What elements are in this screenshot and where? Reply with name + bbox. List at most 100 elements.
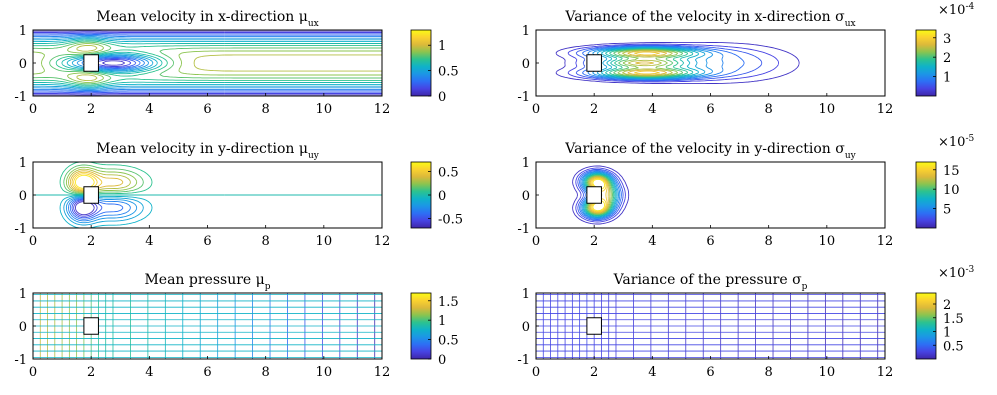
p-var-colorbar-tick-label: 2: [943, 298, 951, 313]
ux-var-xtick-label: 2: [590, 102, 598, 117]
ux-var-isoline: [555, 41, 800, 85]
p-var-xtick-label: 12: [877, 365, 894, 380]
uy-var-title: Variance of the velocity in y-direction …: [564, 141, 856, 161]
ux-var-xtick-label: 8: [765, 102, 773, 117]
ux-var-isoline: [613, 49, 684, 77]
ux-mean-xtick-label: 0: [29, 102, 37, 117]
ux-mean-ytick-label: 0: [19, 57, 27, 72]
uy-var-isoline: [580, 170, 621, 220]
p-mean-colorbar-tick-label: 0.5: [438, 334, 459, 349]
ux-mean-xtick-label: 2: [87, 102, 95, 117]
ux-var-colorbar-multiplier: ×10-4: [938, 2, 974, 18]
uy-mean-xtick-label: 0: [29, 234, 37, 249]
p-mean-xtick-label: 10: [316, 365, 333, 380]
uy-mean-title-subscript: uy: [308, 151, 320, 161]
uy-mean-xtick-label: 6: [203, 234, 211, 249]
uy-mean-xtick-label: 10: [316, 234, 333, 249]
uy-mean-colorbar-tick-label: 0: [438, 189, 446, 204]
uy-mean-obstacle: [83, 186, 99, 204]
ux-var-xtick-label: 12: [877, 102, 894, 117]
uy-mean-colorbar-tick-label: -0.5: [438, 213, 463, 228]
ux-var-title: Variance of the velocity in x-direction …: [564, 9, 855, 29]
uy-var-colorbar-tick-label: 5: [943, 203, 951, 218]
ux-var-isoline: [622, 50, 673, 76]
p-var-xtick-label: 0: [532, 365, 540, 380]
p-var-xtick-label: 10: [819, 365, 836, 380]
p-mean-ytick-label: 1: [19, 287, 27, 302]
ux-mean-isoline: [33, 38, 382, 88]
ux-mean-isoline: [33, 39, 382, 87]
uy-var-isoline: [579, 170, 622, 220]
ux-var-isoline: [587, 46, 724, 80]
ux-var-colorbar-tick-label: 2: [943, 51, 951, 66]
uy-var-xtick-label: 8: [765, 234, 773, 249]
uy-var-isoline: [575, 167, 626, 223]
uy-mean-contours: [33, 162, 382, 228]
p-mean-ytick-label: 0: [19, 320, 27, 335]
ux-mean-xtick-label: 4: [145, 102, 153, 117]
uy-var-xtick-label: 0: [532, 234, 540, 249]
uy-mean-xtick-label: 4: [145, 234, 153, 249]
p-var-ytick-label: 0: [522, 320, 530, 335]
ux-var-title-subscript: ux: [845, 19, 856, 29]
ux-var-ytick-label: -1: [517, 90, 530, 105]
ux-var-colorbar-tick-label: 3: [943, 32, 951, 47]
p-mean-xtick-label: 0: [29, 365, 37, 380]
p-mean-colorbar-tick-label: 1.5: [438, 295, 459, 310]
uy-var-ytick-label: -1: [517, 222, 530, 237]
p-var-colorbar: [915, 292, 937, 360]
ux-mean-obstacle: [83, 54, 99, 72]
ux-mean-xtick-label: 6: [203, 102, 211, 117]
ux-var-xtick-label: 6: [706, 102, 714, 117]
uy-var-title-subscript: uy: [845, 151, 857, 161]
p-var-title: Variance of the pressure σp: [613, 272, 808, 292]
p-mean-title: Mean pressure μp: [144, 272, 270, 292]
p-var-colorbar-tick-label: 0.5: [943, 339, 964, 354]
p-mean-xtick-label: 12: [374, 365, 391, 380]
p-mean-ytick-label: -1: [14, 353, 27, 368]
uy-mean-isoline: [73, 200, 98, 217]
p-mean-xtick-label: 6: [203, 365, 211, 380]
ux-var-colorbar-tick-label: 1: [943, 71, 951, 86]
uy-mean-isoline: [65, 166, 138, 194]
p-mean-title-subscript: p: [265, 282, 271, 292]
ux-var-colorbar: [915, 29, 937, 97]
ux-var-obstacle: [586, 54, 602, 72]
ux-var-xtick-label: 0: [532, 102, 540, 117]
uy-var-ytick-label: 0: [522, 189, 530, 204]
p-var-xtick-label: 2: [590, 365, 598, 380]
ux-mean-isoline: [33, 32, 382, 94]
p-mean-colorbar: [410, 292, 432, 360]
ux-var-isoline: [634, 51, 660, 75]
p-mean-xtick-label: 4: [145, 365, 153, 380]
p-var-ytick-label: 1: [522, 287, 530, 302]
ux-mean-title-subscript: ux: [308, 19, 319, 29]
ux-var-isoline: [627, 50, 668, 76]
ux-var-isoline: [575, 44, 763, 82]
ux-var-isoline: [596, 47, 706, 79]
ux-mean-isoline: [33, 30, 382, 96]
ux-mean-isoline: [33, 36, 382, 90]
p-var-xtick-label: 6: [706, 365, 714, 380]
ux-mean-xtick-label: 10: [316, 102, 333, 117]
uy-var-panel: Variance of the velocity in y-direction …: [517, 134, 974, 249]
uy-mean-isoline: [69, 198, 124, 220]
ux-mean-isoline: [33, 31, 382, 95]
uy-var-xtick-label: 6: [706, 234, 714, 249]
uy-mean-isoline: [68, 168, 131, 193]
uy-mean-xtick-label: 8: [262, 234, 270, 249]
p-var-colorbar-tick-label: 1.5: [943, 312, 964, 327]
ux-var-xtick-label: 4: [648, 102, 656, 117]
p-mean-obstacle: [83, 317, 99, 335]
p-var-colorbar-multiplier: ×10-3: [938, 265, 974, 281]
ux-mean-isoline: [76, 44, 382, 82]
ux-mean-xtick-label: 8: [262, 102, 270, 117]
uy-var-obstacle: [586, 186, 602, 204]
ux-mean-colorbar-tick-label: 0.5: [438, 65, 459, 80]
ux-var-ytick-label: 1: [522, 24, 530, 39]
ux-var-isoline: [609, 48, 689, 78]
